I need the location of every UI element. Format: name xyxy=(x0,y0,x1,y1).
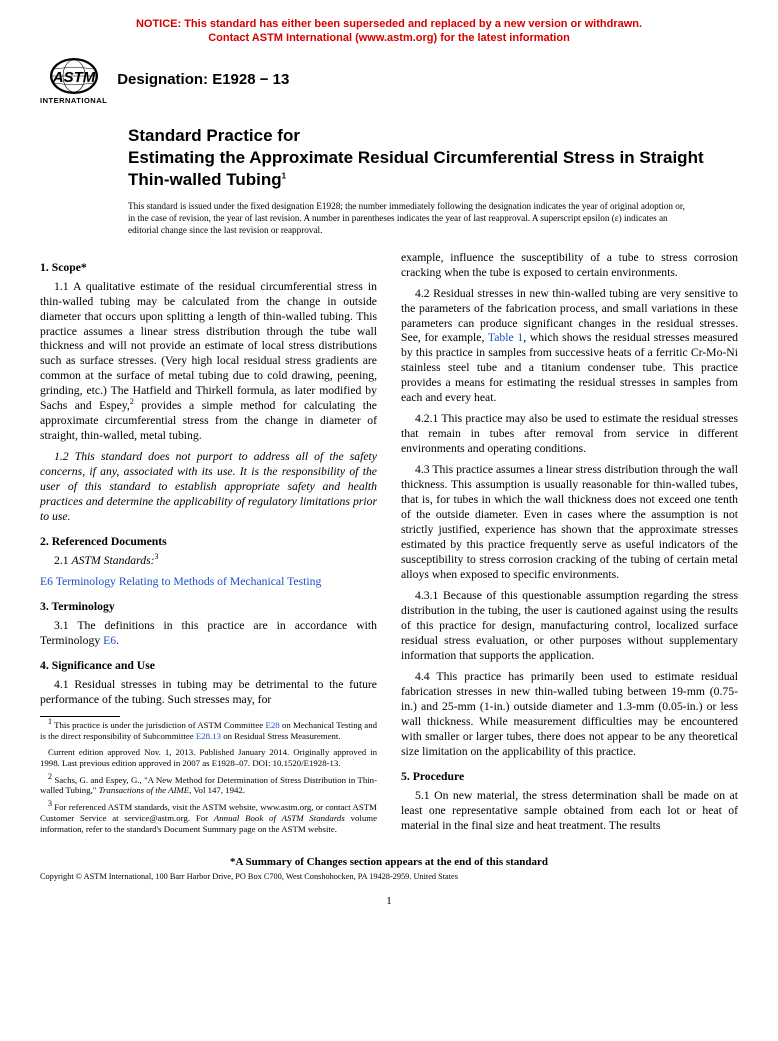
para-3-1: 3.1 The definitions in this practice are… xyxy=(40,619,377,649)
footnote-2: 2 Sachs, G. and Espey, G., "A New Method… xyxy=(40,775,377,796)
title-block: Standard Practice for Estimating the App… xyxy=(128,125,738,191)
link-e6-inline[interactable]: E6 xyxy=(103,634,116,647)
para-4-1a: 4.1 Residual stresses in tubing may be d… xyxy=(40,678,377,708)
heading-procedure: 5. Procedure xyxy=(401,770,738,785)
para-4-3: 4.3 This practice assumes a linear stres… xyxy=(401,463,738,583)
link-e6-label[interactable]: Terminology Relating to Methods of Mecha… xyxy=(53,575,321,588)
footnote-1b: Current edition approved Nov. 1, 2013. P… xyxy=(40,747,377,768)
document-page: NOTICE: This standard has either been su… xyxy=(0,0,778,917)
footnote-3: 3 For referenced ASTM standards, visit t… xyxy=(40,802,377,834)
para-4-2: 4.2 Residual stresses in new thin-walled… xyxy=(401,287,738,407)
para-4-4: 4.4 This practice has primarily been use… xyxy=(401,670,738,760)
globe-icon: ASTM xyxy=(44,54,104,98)
body-columns: 1. Scope* 1.1 A qualitative estimate of … xyxy=(40,251,738,841)
para-1-2: 1.2 This standard does not purport to ad… xyxy=(40,450,377,525)
footnote-rule xyxy=(40,716,120,717)
heading-terminology: 3. Terminology xyxy=(40,600,377,615)
supersede-notice: NOTICE: This standard has either been su… xyxy=(40,18,738,46)
header: ASTM INTERNATIONAL Designation: E1928 − … xyxy=(40,54,738,105)
heading-scope: 1. Scope* xyxy=(40,261,377,276)
logo-label: INTERNATIONAL xyxy=(40,96,107,105)
summary-note: *A Summary of Changes section appears at… xyxy=(40,856,738,868)
title-line2: Estimating the Approximate Residual Circ… xyxy=(128,148,704,189)
astm-logo: ASTM INTERNATIONAL xyxy=(40,54,107,105)
notice-line1: NOTICE: This standard has either been su… xyxy=(136,18,642,30)
para-4-2-1: 4.2.1 This practice may also be used to … xyxy=(401,412,738,457)
link-e2813[interactable]: E28.13 xyxy=(196,731,221,741)
copyright: Copyright © ASTM International, 100 Barr… xyxy=(40,872,738,881)
issue-note: This standard is issued under the fixed … xyxy=(128,201,688,237)
para-1-1: 1.1 A qualitative estimate of the residu… xyxy=(40,280,377,445)
column-left: 1. Scope* 1.1 A qualitative estimate of … xyxy=(40,251,377,841)
footnotes: 1 This practice is under the jurisdictio… xyxy=(40,720,377,834)
page-number: 1 xyxy=(40,895,738,907)
svg-text:ASTM: ASTM xyxy=(51,69,95,86)
para-4-3-1: 4.3.1 Because of this questionable assum… xyxy=(401,589,738,664)
link-e28[interactable]: E28 xyxy=(265,720,279,730)
title: Standard Practice for Estimating the App… xyxy=(128,125,738,191)
link-table1[interactable]: Table 1 xyxy=(488,331,523,344)
para-5-1: 5.1 On new material, the stress determin… xyxy=(401,789,738,834)
heading-significance: 4. Significance and Use xyxy=(40,659,377,674)
para-4-1b: example, influence the susceptibility of… xyxy=(401,251,738,281)
column-right: example, influence the susceptibility of… xyxy=(401,251,738,841)
link-e6[interactable]: E6 xyxy=(40,575,53,588)
para-2-1: 2.1 ASTM Standards:3 xyxy=(40,554,377,569)
footnote-1: 1 This practice is under the jurisdictio… xyxy=(40,720,377,741)
heading-refdocs: 2. Referenced Documents xyxy=(40,535,377,550)
ref-e6: E6 Terminology Relating to Methods of Me… xyxy=(40,575,377,590)
designation: Designation: E1928 − 13 xyxy=(117,71,289,88)
title-line1: Standard Practice for xyxy=(128,126,300,145)
notice-line2: Contact ASTM International (www.astm.org… xyxy=(208,32,570,44)
title-sup: 1 xyxy=(282,171,286,180)
